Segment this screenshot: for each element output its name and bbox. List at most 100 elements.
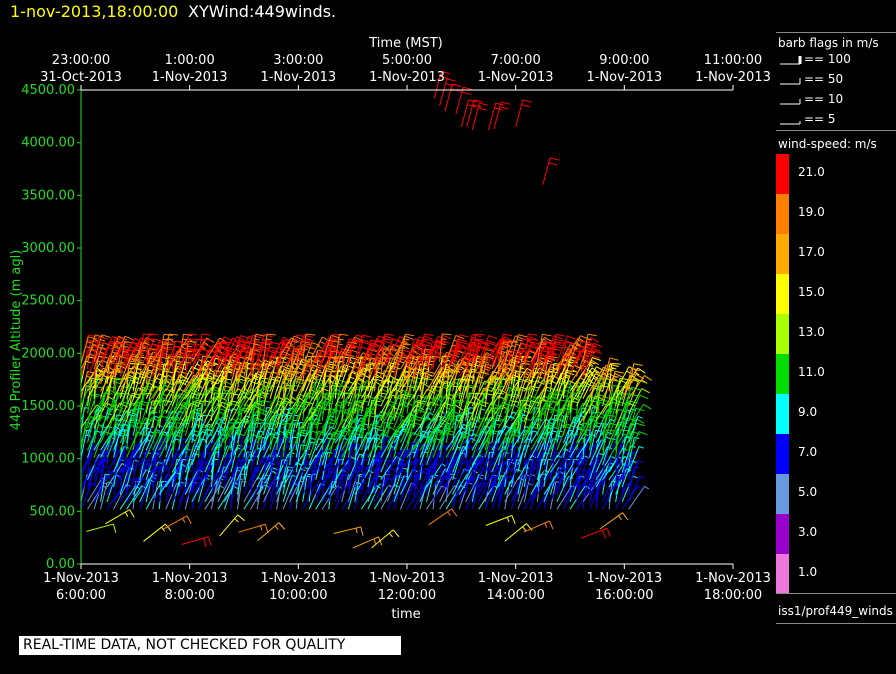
wind-barb bbox=[458, 417, 481, 444]
wind-barb bbox=[413, 399, 427, 429]
color-swatch-label: 13.0 bbox=[798, 325, 825, 339]
wind-barb bbox=[576, 385, 590, 414]
wind-barb bbox=[478, 335, 498, 362]
x-tick-label-date: 1-Nov-2013 bbox=[152, 571, 228, 586]
wind-barb bbox=[504, 523, 533, 542]
barb-flag-label: == 50 bbox=[804, 72, 844, 86]
wind-barb bbox=[373, 477, 394, 503]
wind-barb bbox=[471, 102, 489, 131]
wind-barb bbox=[167, 340, 185, 369]
top-tick-label-time: 23:00:00 bbox=[52, 53, 110, 68]
legend-divider bbox=[776, 130, 896, 131]
wind-barb bbox=[523, 445, 539, 473]
wind-barb bbox=[549, 333, 565, 362]
wind-barb bbox=[184, 392, 201, 421]
top-tick-label-date: 1-Nov-2013 bbox=[369, 70, 445, 85]
x-tick-label-date: 1-Nov-2013 bbox=[478, 571, 554, 586]
color-swatch bbox=[776, 554, 789, 594]
x-tick-label-time: 10:00:00 bbox=[269, 588, 327, 603]
top-tick-label-date: 1-Nov-2013 bbox=[695, 70, 771, 85]
wind-barb bbox=[497, 333, 512, 362]
wind-barb bbox=[302, 381, 325, 407]
color-swatch bbox=[776, 194, 789, 234]
y-axis-label: 449 Profiler Altitude (m agl) bbox=[9, 250, 24, 431]
wind-barb bbox=[347, 334, 366, 362]
wind-barb bbox=[145, 338, 163, 367]
barb-flag-row: == 100 bbox=[778, 52, 851, 67]
color-swatch bbox=[776, 274, 789, 314]
wind-barb bbox=[628, 460, 644, 488]
wind-barb bbox=[536, 473, 546, 502]
color-swatch-label: 7.0 bbox=[798, 445, 818, 459]
wind-barb bbox=[145, 400, 162, 429]
top-tick-label-time: 11:00:00 bbox=[704, 53, 762, 68]
wind-barb bbox=[517, 460, 532, 488]
wind-barb bbox=[400, 482, 416, 510]
color-swatch-label: 3.0 bbox=[798, 525, 818, 539]
barb-flag-row: == 50 bbox=[778, 72, 843, 87]
wind-barb bbox=[582, 366, 605, 392]
wind-barb bbox=[184, 348, 200, 377]
y-tick-label: 1000.00 bbox=[21, 452, 75, 467]
wind-barb bbox=[139, 401, 158, 429]
wind-barb bbox=[210, 341, 228, 370]
wind-barb bbox=[238, 523, 269, 534]
y-tick-label: 4000.00 bbox=[21, 136, 75, 151]
wind-barb bbox=[426, 351, 448, 377]
wind-barb bbox=[341, 338, 358, 367]
top-tick-label-date: 31-Oct-2013 bbox=[40, 70, 122, 85]
wind-barb bbox=[123, 341, 141, 370]
wind-barb bbox=[387, 462, 407, 488]
wind-barb bbox=[315, 439, 334, 466]
wind-barb bbox=[484, 404, 509, 429]
x-tick-label-time: 12:00:00 bbox=[378, 588, 436, 603]
wind-barb bbox=[384, 338, 402, 367]
x-tick-label-date: 1-Nov-2013 bbox=[695, 571, 771, 586]
wind-barb bbox=[497, 341, 513, 370]
x-tick-label-time: 18:00:00 bbox=[704, 588, 762, 603]
wind-barb bbox=[413, 458, 423, 488]
wind-barb bbox=[107, 336, 125, 364]
wind-barb bbox=[517, 399, 530, 429]
wind-barb bbox=[400, 431, 422, 458]
wind-barb bbox=[181, 536, 212, 547]
wind-barb bbox=[580, 344, 597, 373]
wind-barb bbox=[413, 468, 430, 495]
wind-barb bbox=[184, 340, 197, 370]
barb-flag-icon bbox=[780, 98, 801, 104]
wind-barb bbox=[471, 340, 489, 369]
wind-barb bbox=[387, 425, 410, 451]
wind-barb bbox=[380, 333, 394, 362]
wind-barb bbox=[576, 337, 599, 363]
y-tick-label: 500.00 bbox=[30, 504, 76, 519]
wind-barb bbox=[628, 431, 648, 458]
wind-barb bbox=[452, 341, 469, 370]
speed-legend-title: wind-speed: m/s bbox=[778, 137, 877, 151]
wind-barb bbox=[602, 357, 619, 386]
wind-barb bbox=[510, 334, 528, 362]
wind-barb bbox=[580, 527, 611, 539]
wind-barb bbox=[236, 481, 247, 510]
wind-barb bbox=[621, 418, 645, 444]
wind-barb bbox=[204, 485, 225, 510]
top-tick-label-time: 9:00:00 bbox=[599, 53, 649, 68]
wind-barb bbox=[315, 380, 336, 407]
top-tick-label-date: 1-Nov-2013 bbox=[260, 70, 336, 85]
wind-barb bbox=[576, 459, 588, 488]
wind-barb bbox=[582, 342, 603, 370]
wind-barb bbox=[250, 466, 260, 495]
legend-panel: barb flags in m/s == 100 == 50 == 10 == 5 w… bbox=[776, 30, 896, 624]
wind-barb bbox=[413, 335, 433, 362]
wind-barb bbox=[386, 438, 402, 466]
wind-barb bbox=[184, 333, 198, 362]
data-source-label: iss1/prof449_winds bbox=[778, 604, 893, 618]
wind-barb bbox=[80, 416, 100, 444]
legend-divider bbox=[776, 32, 896, 33]
wind-barb bbox=[80, 482, 97, 510]
wind-barb bbox=[87, 444, 99, 473]
wind-barb bbox=[517, 414, 528, 443]
wind-barb bbox=[91, 336, 108, 364]
wind-barb bbox=[86, 523, 117, 533]
wind-barb bbox=[257, 522, 286, 542]
x-tick-label-time: 8:00:00 bbox=[165, 588, 215, 603]
